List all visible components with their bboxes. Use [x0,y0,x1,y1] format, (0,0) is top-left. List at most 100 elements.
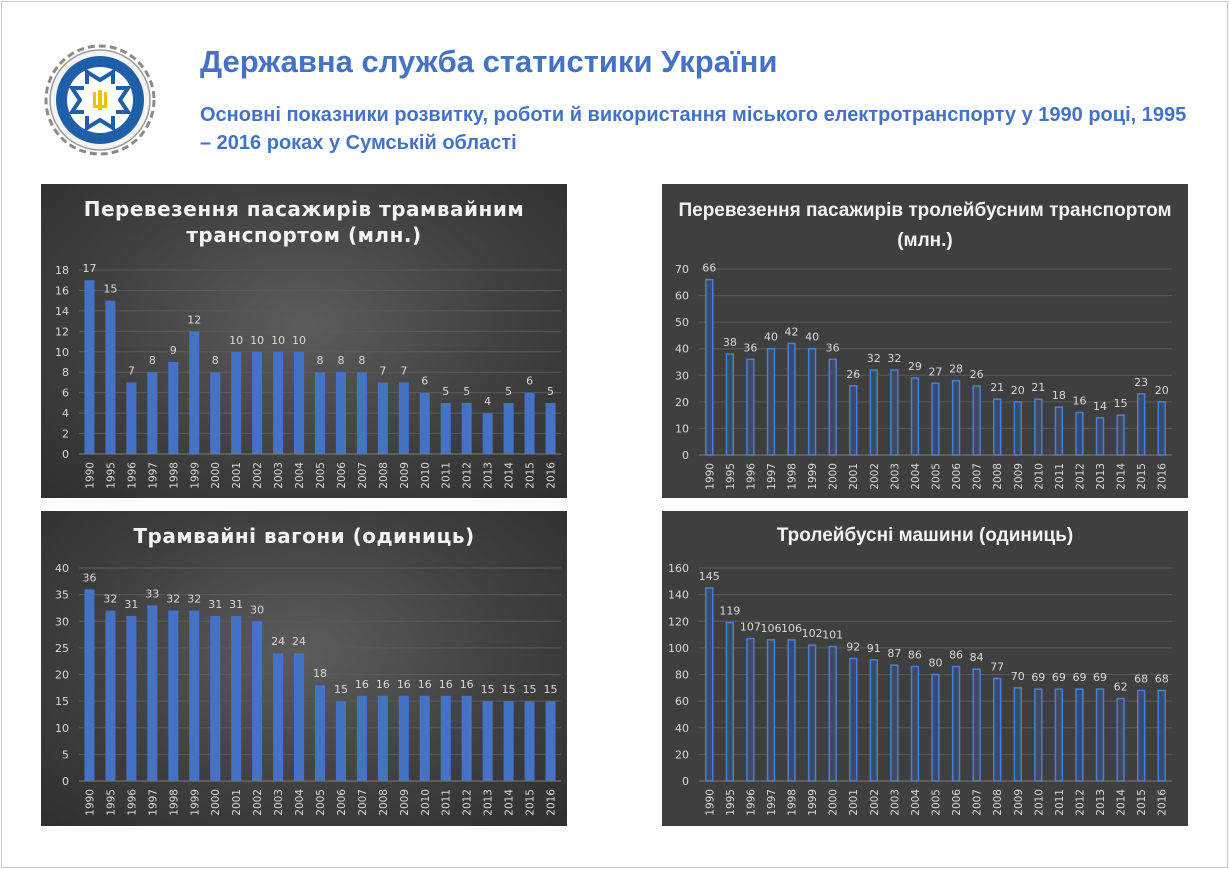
x-tick-label: 2001 [231,462,243,489]
data-label: 8 [337,354,344,367]
bar [105,610,116,781]
x-tick-label: 2013 [1095,463,1107,490]
bar [910,665,920,782]
bar [1116,697,1125,782]
x-tick-label: 1997 [147,462,159,489]
data-label: 32 [103,593,117,606]
data-label: 10 [229,334,243,347]
bar [189,331,200,454]
data-label: 4 [484,395,491,408]
bar [890,664,899,782]
y-tick-label: 80 [675,669,689,682]
data-label: 40 [764,331,778,344]
bar [807,644,817,782]
x-tick-label: 2004 [910,463,922,490]
x-tick-label: 1998 [787,789,799,816]
x-tick-label: 2012 [462,462,474,489]
bar [545,701,556,781]
bar [725,621,735,782]
data-label: 69 [1052,671,1066,684]
data-label: 6 [421,375,428,388]
bar [787,639,796,782]
x-tick-label: 2003 [273,789,285,816]
bar [210,372,221,454]
bar [84,280,95,454]
bar [787,342,796,456]
x-tick-label: 2007 [357,789,369,816]
bar [335,701,346,781]
data-label: 86 [949,649,963,662]
data-label: 7 [379,364,386,377]
bar [356,372,367,454]
data-label: 69 [1072,671,1086,684]
y-tick-label: 0 [682,449,689,462]
data-label: 8 [317,354,324,367]
bar [1054,688,1064,782]
data-label: 87 [887,647,901,660]
x-tick-label: 1999 [807,463,819,490]
data-label: 36 [826,341,840,354]
x-tick-label: 1990 [84,789,96,816]
bar [1136,689,1146,782]
x-tick-label: 2002 [252,462,264,489]
y-tick-label: 40 [675,343,689,356]
x-tick-label: 2015 [525,462,537,489]
y-tick-label: 8 [62,366,69,379]
data-label: 92 [846,641,860,654]
data-label: 31 [124,598,138,611]
data-label: 86 [908,649,922,662]
x-tick-label: 1990 [84,462,96,489]
data-label: 5 [463,385,470,398]
bar [951,665,961,782]
bar [189,610,200,781]
data-label: 23 [1134,376,1148,389]
bar [377,382,388,454]
x-tick-label: 2011 [441,462,453,489]
data-label: 102 [802,627,823,640]
x-tick-label: 2004 [294,462,306,489]
chart-title: Перевезення пасажирів трамвайним транспо… [83,197,525,247]
bar [849,657,858,782]
bar [440,402,451,454]
x-tick-label: 1990 [704,463,716,490]
x-tick-label: 1995 [725,463,737,490]
data-label: 42 [785,325,799,338]
bar [869,369,878,456]
y-tick-label: 10 [675,422,689,435]
x-tick-label: 2006 [336,789,348,816]
x-tick-label: 2005 [931,463,943,490]
x-tick-label: 2012 [462,789,474,816]
y-tick-label: 20 [675,396,689,409]
bar [1157,689,1166,782]
data-label: 70 [1011,670,1025,683]
bar [746,637,755,782]
x-tick-label: 2009 [399,462,411,489]
y-tick-label: 10 [55,722,69,735]
y-tick-label: 6 [62,387,69,400]
data-label: 62 [1114,680,1128,693]
x-tick-label: 1995 [105,462,117,489]
x-tick-label: 1995 [725,789,737,816]
y-tick-label: 14 [55,305,69,318]
bar [1034,688,1043,782]
data-label: 7 [128,364,135,377]
data-label: 10 [271,334,285,347]
bar [828,358,837,456]
data-label: 16 [355,678,369,691]
logo-sigma-letters [68,68,132,132]
y-tick-label: 0 [682,775,689,788]
x-tick-label: 2001 [848,463,860,490]
bar [931,382,940,456]
x-tick-label: 2010 [420,462,432,489]
chart-tram-passengers: 0 2 4 6 8 10 12 14 16 18 17 1990 15 1995 7 1996 8 1997 9 19… [41,184,567,498]
bar [545,402,556,454]
bar [807,347,817,456]
data-label: 8 [212,354,219,367]
x-tick-label: 2012 [1074,789,1086,816]
bar [147,605,158,781]
x-tick-label: 2016 [546,462,558,489]
data-label: 15 [334,683,348,696]
data-label: 27 [929,365,943,378]
x-tick-label: 2008 [378,789,390,816]
chart-svg: 0 10 20 30 40 50 60 70 66 1990 38 1995 36 1996 40 1997 4… [675,262,1172,490]
